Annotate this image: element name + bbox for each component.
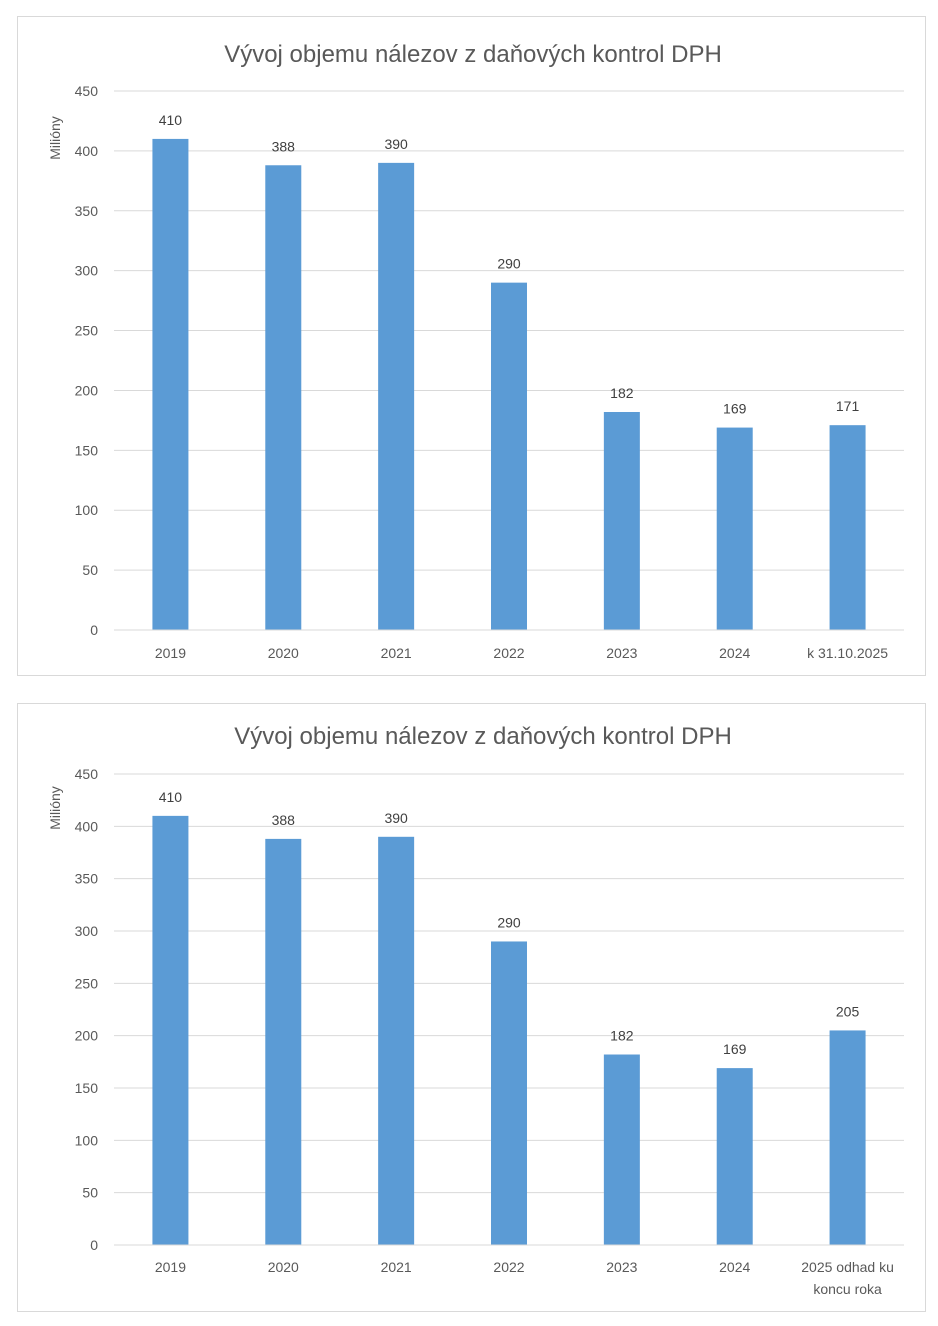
x-tick-label-line: 2025 odhad ku — [801, 1259, 894, 1275]
x-tick-label: 2020 — [268, 1259, 299, 1275]
y-axis-label: Milióny — [47, 116, 63, 160]
data-label: 390 — [384, 136, 408, 152]
bar — [603, 412, 640, 630]
chart-title: Vývoj objemu nálezov z daňových kontrol … — [234, 723, 732, 750]
y-tick-label: 0 — [90, 622, 98, 638]
y-tick-label: 250 — [75, 975, 99, 991]
x-tick-label: 2024 — [719, 1259, 750, 1275]
y-tick-label: 150 — [75, 1080, 99, 1096]
x-tick-label: 2024 — [719, 645, 750, 661]
x-tick-label: 2020 — [268, 645, 299, 661]
x-tick-label: 2019 — [155, 1259, 186, 1275]
bar — [716, 1068, 753, 1245]
data-label: 410 — [159, 789, 183, 805]
data-label: 388 — [272, 812, 296, 828]
bar — [152, 138, 189, 630]
y-tick-label: 200 — [75, 382, 99, 398]
x-tick-label-line: koncu roka — [813, 1281, 882, 1297]
x-tick-label: 2022 — [493, 645, 524, 661]
bar — [378, 162, 415, 630]
data-label: 182 — [610, 1028, 634, 1044]
y-tick-label: 150 — [75, 442, 99, 458]
data-label: 205 — [836, 1003, 860, 1019]
data-label: 290 — [497, 914, 521, 930]
bar — [829, 425, 866, 630]
y-tick-label: 200 — [75, 1028, 99, 1044]
bar — [152, 815, 189, 1245]
x-tick-label: 2021 — [381, 1259, 412, 1275]
x-tick-label: k 31.10.2025 — [807, 645, 888, 661]
x-tick-label: 2021 — [381, 645, 412, 661]
x-tick-label: 2019 — [155, 645, 186, 661]
y-tick-label: 450 — [75, 766, 99, 782]
y-tick-label: 250 — [75, 323, 99, 339]
data-label: 390 — [384, 810, 408, 826]
y-tick-label: 100 — [75, 502, 99, 518]
data-label: 290 — [497, 256, 521, 272]
y-tick-label: 300 — [75, 923, 99, 939]
y-tick-label: 100 — [75, 1132, 99, 1148]
y-tick-label: 350 — [75, 871, 99, 887]
data-label: 169 — [723, 1041, 747, 1057]
x-tick-label: 2025 odhad ku koncu roka — [801, 1259, 894, 1297]
y-tick-label: 0 — [90, 1237, 98, 1253]
y-tick-label: 400 — [75, 818, 99, 834]
chart-panel-1: Vývoj objemu nálezov z daňových kontrol … — [17, 16, 926, 676]
bar-chart-1: Vývoj objemu nálezov z daňových kontrol … — [47, 41, 904, 661]
x-tick-label: 2023 — [606, 1259, 637, 1275]
data-label: 169 — [723, 401, 747, 417]
data-label: 410 — [159, 112, 183, 128]
bar — [491, 282, 527, 630]
y-tick-label: 300 — [75, 263, 99, 279]
y-tick-label: 450 — [75, 83, 99, 99]
y-tick-label: 350 — [75, 203, 99, 219]
bar-chart-2: Vývoj objemu nálezov z daňových kontrol … — [47, 723, 904, 1297]
y-tick-label: 50 — [82, 562, 98, 578]
bar — [829, 1030, 866, 1245]
bar — [265, 165, 302, 631]
x-tick-label: 2022 — [493, 1259, 524, 1275]
bar — [716, 427, 753, 630]
bar — [491, 941, 527, 1245]
y-axis-label: Milióny — [47, 786, 63, 830]
plot-area: 0 50 100 150 200 250 300 350 400 450 410 2019 388 202… — [75, 766, 904, 1297]
x-tick-label: 2023 — [606, 645, 637, 661]
data-label: 182 — [610, 385, 634, 401]
y-tick-label: 400 — [75, 143, 99, 159]
data-label: 171 — [836, 398, 860, 414]
bar — [265, 838, 302, 1245]
bar — [603, 1054, 640, 1245]
chart-panel-2: Vývoj objemu nálezov z daňových kontrol … — [17, 703, 926, 1312]
y-tick-label: 50 — [82, 1185, 98, 1201]
bar — [378, 836, 415, 1245]
plot-area: 0 50 100 150 200 250 300 350 400 450 410 2019 388 202… — [75, 83, 904, 661]
chart-title: Vývoj objemu nálezov z daňových kontrol … — [224, 41, 722, 68]
data-label: 388 — [272, 138, 296, 154]
